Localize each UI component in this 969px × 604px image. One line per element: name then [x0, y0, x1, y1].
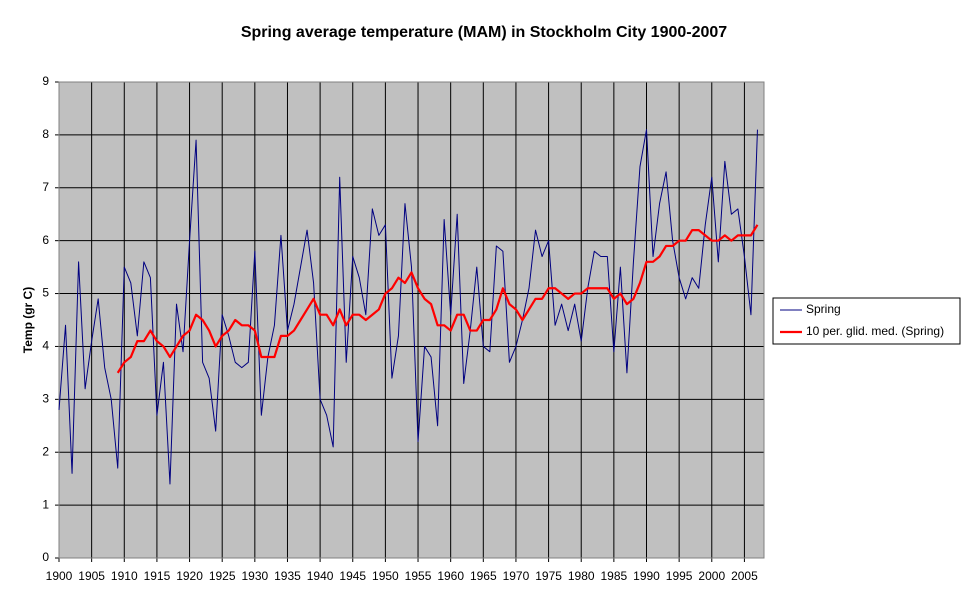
x-tick-label: 1935	[274, 569, 301, 583]
x-tick-label: 1940	[307, 569, 334, 583]
plot-area	[59, 82, 764, 558]
legend-label: 10 per. glid. med. (Spring)	[806, 324, 944, 338]
y-tick-label: 5	[42, 286, 49, 300]
x-tick-label: 1970	[503, 569, 530, 583]
y-tick-label: 0	[42, 550, 49, 564]
x-tick-label: 1990	[633, 569, 660, 583]
x-tick-label: 1905	[78, 569, 105, 583]
x-tick-label: 1945	[339, 569, 366, 583]
x-tick-label: 1975	[535, 569, 562, 583]
x-tick-label: 2005	[731, 569, 758, 583]
y-tick-label: 3	[42, 392, 49, 406]
x-tick-label: 1995	[666, 569, 693, 583]
y-tick-label: 7	[42, 180, 49, 194]
x-tick-label: 2000	[698, 569, 725, 583]
plot-border	[58, 81, 765, 559]
y-tick-label: 6	[42, 233, 49, 247]
y-axis-label: Temp (gr C)	[21, 287, 35, 353]
legend-label: Spring	[806, 302, 841, 316]
legend-box	[772, 297, 961, 345]
x-tick-label: 1915	[144, 569, 171, 583]
y-tick-label: 8	[42, 127, 49, 141]
x-tick-label: 1930	[241, 569, 268, 583]
series-line	[116, 224, 759, 374]
x-tick-label: 1985	[601, 569, 628, 583]
y-tick-label: 2	[42, 444, 49, 458]
x-tick-label: 1980	[568, 569, 595, 583]
y-tick-label: 4	[42, 339, 49, 353]
chart-title: Spring average temperature (MAM) in Stoc…	[241, 24, 727, 41]
x-tick-label: 1955	[405, 569, 432, 583]
series-line	[58, 129, 758, 485]
x-tick-label: 1900	[46, 569, 73, 583]
x-tick-label: 1920	[176, 569, 203, 583]
y-tick-label: 1	[42, 497, 49, 511]
x-tick-label: 1910	[111, 569, 138, 583]
x-tick-label: 1965	[470, 569, 497, 583]
y-tick-label: 9	[42, 74, 49, 88]
x-tick-label: 1950	[372, 569, 399, 583]
x-tick-label: 1925	[209, 569, 236, 583]
x-tick-label: 1960	[437, 569, 464, 583]
